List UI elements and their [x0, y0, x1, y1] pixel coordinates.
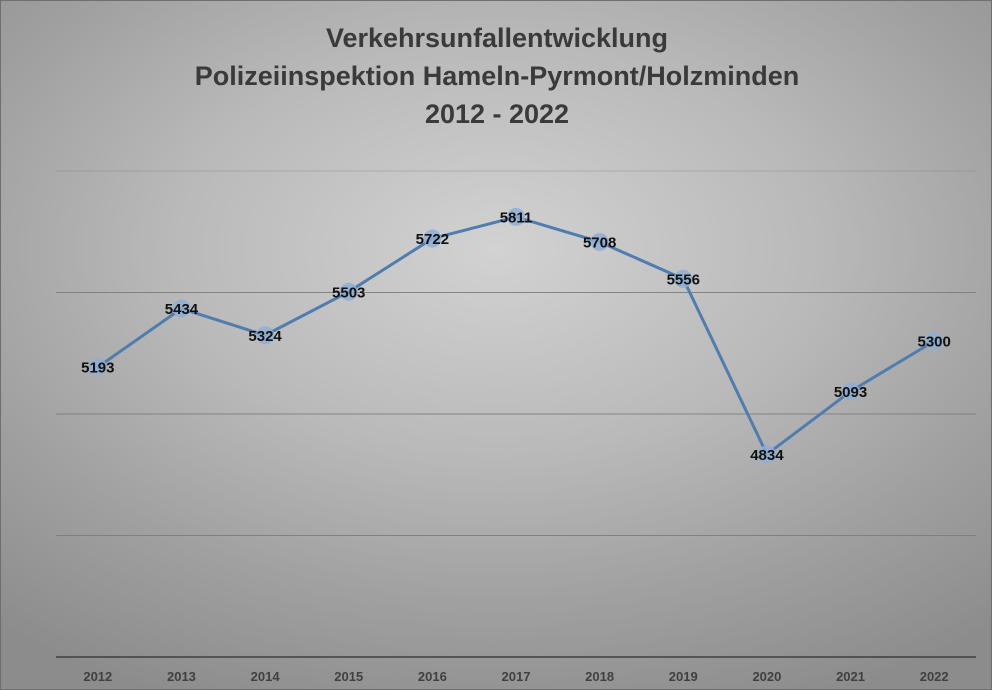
- data-labels: 5193 5434 5324 5503 5722 5811 5708 5556 4834 5093…: [81, 209, 951, 463]
- data-point[interactable]: [172, 299, 191, 318]
- x-tick-labels: 2012 2013 2014 2015 2016 2017 2018 2019 2020 2021…: [83, 669, 948, 684]
- x-tick-label: 2021: [836, 669, 865, 684]
- x-tick-label: 2015: [334, 669, 363, 684]
- chart-title: Verkehrsunfallentwicklung Polizeiinspekt…: [1, 19, 991, 133]
- data-label: 5503: [332, 284, 365, 301]
- data-point[interactable]: [423, 229, 442, 248]
- data-markers: [88, 207, 944, 464]
- data-point[interactable]: [674, 269, 693, 288]
- x-tick-label: 2022: [920, 669, 949, 684]
- data-label: 5324: [248, 328, 282, 345]
- data-point[interactable]: [590, 232, 609, 251]
- data-label: 5708: [583, 234, 616, 251]
- series-line: [96, 215, 936, 456]
- series-line-layer: [96, 215, 936, 456]
- data-point[interactable]: [507, 207, 525, 226]
- data-point[interactable]: [757, 445, 776, 464]
- data-label: 5556: [667, 271, 700, 288]
- data-point[interactable]: [88, 358, 107, 377]
- x-tick-label: 2014: [251, 669, 281, 684]
- chart-title-line-2: Polizeiinspektion Hameln-Pyrmont/Holzmin…: [194, 61, 800, 91]
- data-label: 5722: [416, 231, 449, 248]
- data-point[interactable]: [339, 282, 358, 301]
- x-tick-label: 2019: [669, 669, 698, 684]
- gridlines: [56, 170, 976, 536]
- x-tick-label: 2018: [585, 669, 614, 684]
- data-point[interactable]: [841, 382, 860, 401]
- data-label: 4834: [750, 447, 784, 464]
- x-tick-label: 2012: [83, 669, 112, 684]
- data-label: 5811: [500, 209, 533, 226]
- data-point[interactable]: [925, 332, 944, 351]
- data-point[interactable]: [256, 326, 275, 345]
- data-label: 5193: [81, 360, 114, 377]
- x-tick-label: 2013: [167, 669, 196, 684]
- data-label: 5434: [165, 301, 199, 318]
- data-label: 5093: [834, 384, 867, 401]
- x-tick-label: 2016: [418, 669, 447, 684]
- chart-title-line-3: 2012 - 2022: [424, 99, 570, 129]
- x-tick-label: 2017: [502, 669, 531, 684]
- chart-title-line-1: Verkehrsunfallentwicklung: [325, 23, 669, 53]
- data-label: 5300: [917, 334, 950, 351]
- x-tick-label: 2020: [752, 669, 781, 684]
